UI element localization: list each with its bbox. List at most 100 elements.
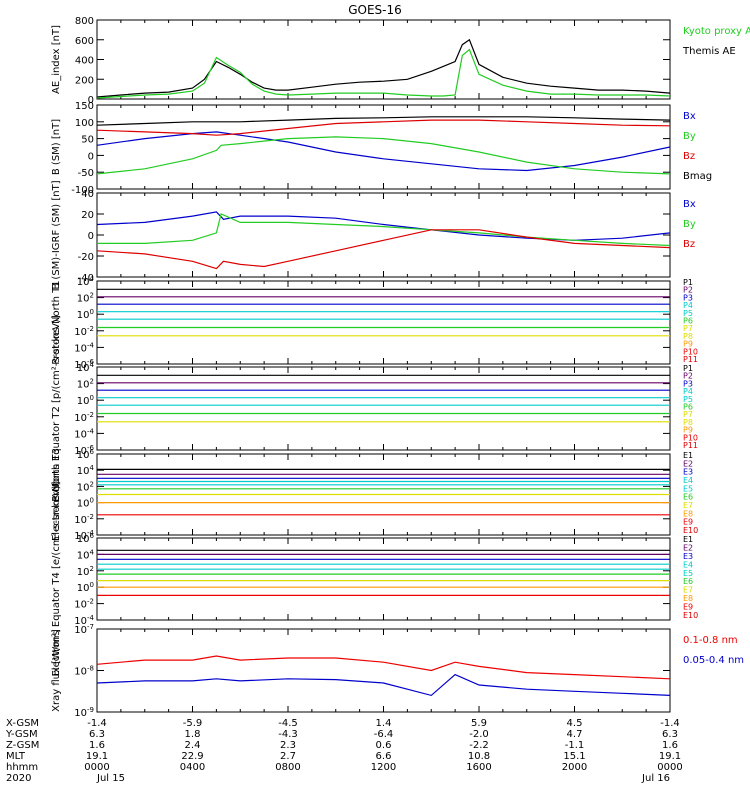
panel-xray: Xray flux [W/m²] 0.1-0.8 nm 0.05-0.4 nm bbox=[51, 628, 744, 713]
axis-row-label: MLT bbox=[6, 751, 26, 762]
series-0-1-0-8-nm bbox=[96, 655, 671, 680]
y-tick-label: 800 bbox=[75, 16, 94, 27]
y-tick-label: 10-2 bbox=[74, 598, 94, 611]
y-tick-label: 0 bbox=[88, 151, 94, 162]
legend-item: Bmag bbox=[683, 171, 712, 182]
panel-ae: AE_index [nT] Kyoto proxy AE Themis AE bbox=[51, 19, 750, 100]
axis-row-value: -1.1 bbox=[565, 740, 585, 751]
legend-item: P4 bbox=[683, 387, 693, 396]
y-tick-label: 100 bbox=[75, 118, 94, 129]
legend-item: E4 bbox=[683, 476, 693, 485]
y-tick-label: 20 bbox=[81, 210, 94, 221]
y-tick-label: -50 bbox=[78, 168, 94, 179]
y-tick-label: 104 bbox=[77, 275, 95, 288]
axis-row-value: 0.6 bbox=[376, 740, 392, 751]
axis-row-value: 0000 bbox=[84, 762, 109, 773]
y-tick-label: 100 bbox=[77, 394, 94, 407]
legend-item: P1 bbox=[683, 364, 693, 373]
legend-item: E10 bbox=[683, 611, 698, 620]
legend-item: 0.05-0.4 nm bbox=[683, 655, 744, 666]
axis-row-value: Jul 16 bbox=[641, 773, 670, 784]
axis-row-value: 0800 bbox=[275, 762, 300, 773]
panel-frame bbox=[96, 19, 671, 100]
axis-row-value: 2.7 bbox=[280, 751, 296, 762]
legend-item: Bz bbox=[683, 239, 695, 250]
axis-row-value: -2.2 bbox=[469, 740, 489, 751]
legend-item: E5 bbox=[683, 569, 693, 578]
axis-row-value: 19.1 bbox=[659, 751, 681, 762]
legend-item: E10 bbox=[683, 526, 698, 535]
axis-row-value: 0000 bbox=[657, 762, 682, 773]
axis-row-value: 22.9 bbox=[181, 751, 203, 762]
y-axis-label: Protons Equator T2 [p/(cm²-s-sr-keV)] bbox=[51, 315, 62, 502]
legend-item: E9 bbox=[683, 603, 693, 612]
axis-row-value: Jul 15 bbox=[96, 773, 125, 784]
legend-item: P2 bbox=[683, 372, 693, 381]
axis-row-value: 6.3 bbox=[89, 729, 105, 740]
y-tick-label: 102 bbox=[77, 565, 94, 578]
axis-row-value: 6.6 bbox=[376, 751, 392, 762]
legend-item: P7 bbox=[683, 410, 693, 419]
panel-electrons_t4: Electrons Equator T4 [e/(cm²-s-sr-keV)] E… bbox=[51, 481, 698, 676]
y-axis-label: B (SM)-IGRF (SM) [nT] bbox=[51, 180, 62, 289]
y-tick-label: 10-2 bbox=[74, 513, 94, 526]
axis-row-value: 1600 bbox=[466, 762, 491, 773]
axis-row-label: X-GSM bbox=[6, 718, 39, 729]
y-axis-label: B (SM) [nT] bbox=[51, 119, 62, 175]
legend-item: P7 bbox=[683, 324, 693, 333]
axis-row-value: -1.4 bbox=[660, 718, 680, 729]
y-tick-label: 104 bbox=[77, 464, 95, 477]
y-tick-label: 104 bbox=[77, 548, 95, 561]
series-by bbox=[96, 136, 671, 175]
axis-row-label: Z-GSM bbox=[6, 740, 39, 751]
y-axis-label: Protons North T1 bbox=[51, 280, 62, 364]
panel-frame bbox=[96, 366, 671, 451]
y-tick-label: 102 bbox=[77, 292, 94, 305]
legend-item: E5 bbox=[683, 484, 693, 493]
y-tick-label: 102 bbox=[77, 480, 94, 493]
legend-item: By bbox=[683, 131, 696, 142]
legend-item: P10 bbox=[683, 347, 698, 356]
y-tick-label: 40 bbox=[81, 189, 94, 200]
legend-item: E1 bbox=[683, 535, 693, 544]
legend-item: P3 bbox=[683, 293, 693, 302]
axis-row-value: 1200 bbox=[371, 762, 396, 773]
legend-item: E2 bbox=[683, 459, 693, 468]
legend-item: E8 bbox=[683, 594, 693, 603]
axis-row-value: -4.3 bbox=[278, 729, 298, 740]
axis-row-value: 0400 bbox=[180, 762, 205, 773]
y-tick-label: 106 bbox=[77, 448, 95, 461]
panel-bigrf: B (SM)-IGRF (SM) [nT] Bx By Bz bbox=[51, 180, 696, 289]
legend-item: P8 bbox=[683, 332, 693, 341]
legend-item: E3 bbox=[683, 468, 693, 477]
legend-item: P3 bbox=[683, 379, 693, 388]
legend-item: P10 bbox=[683, 433, 698, 442]
legend-item: 0.1-0.8 nm bbox=[683, 635, 738, 646]
legend-item: P11 bbox=[683, 355, 698, 364]
series-bmag bbox=[96, 116, 671, 126]
legend-item: Kyoto proxy AE bbox=[683, 26, 750, 37]
panel-protons_t2: Protons Equator T2 [p/(cm²-s-sr-keV)] P1P… bbox=[51, 315, 698, 502]
axis-row-label: 2020 bbox=[6, 773, 31, 784]
axis-row-value: 6.3 bbox=[662, 729, 678, 740]
y-tick-label: 100 bbox=[77, 497, 94, 510]
axis-row-value: 1.8 bbox=[185, 729, 201, 740]
legend-item: P5 bbox=[683, 309, 693, 318]
axis-row-value: 4.7 bbox=[567, 729, 583, 740]
y-tick-label: 102 bbox=[77, 378, 94, 391]
axis-row-value: 4.5 bbox=[567, 718, 583, 729]
legend-item: P1 bbox=[683, 278, 693, 287]
legend-item: P5 bbox=[683, 395, 693, 404]
axis-row-value: -6.4 bbox=[374, 729, 394, 740]
axis-row-value: 2.3 bbox=[280, 740, 296, 751]
axis-row-value: -2.0 bbox=[469, 729, 489, 740]
y-tick-label: 10-4 bbox=[74, 614, 94, 627]
y-axis-label: Electrons North T3 bbox=[51, 448, 62, 541]
series-bx bbox=[96, 131, 671, 172]
y-tick-label: 10-7 bbox=[74, 623, 94, 636]
axis-row-label: hhmm bbox=[6, 762, 38, 773]
y-tick-label: 10-2 bbox=[74, 411, 94, 424]
